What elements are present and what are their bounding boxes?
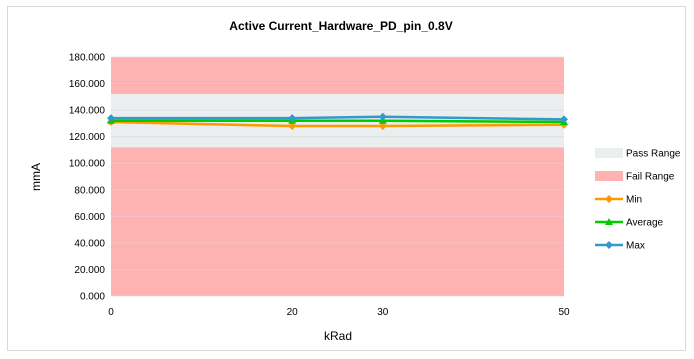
- fail-range-band-0: [111, 147, 564, 296]
- x-tick-labels: 0 20 30 50: [108, 307, 570, 318]
- y-tick-label: 140.000: [69, 106, 106, 117]
- max-point: [288, 114, 297, 123]
- legend-marker: [605, 241, 613, 249]
- chart-svg: Active Current_Hardware_PD_pin_0.8V 0.00…: [29, 19, 681, 343]
- legend-swatch: [595, 171, 623, 181]
- series-layer: [107, 112, 568, 131]
- y-tick-label: 180.000: [69, 53, 106, 64]
- y-tick-label: 120.000: [69, 132, 106, 143]
- x-axis-title: kRad: [324, 329, 352, 343]
- legend-label: Max: [626, 241, 645, 252]
- legend-item-max: Max: [595, 241, 645, 252]
- y-tick-label: 40.000: [74, 238, 105, 249]
- legend-label: Min: [626, 195, 642, 206]
- legend-marker: [605, 195, 613, 203]
- fail-range-band-1: [111, 57, 564, 95]
- x-tick-label: 50: [558, 307, 570, 318]
- x-tick-label: 0: [108, 307, 114, 318]
- x-tick-label: 20: [287, 307, 299, 318]
- legend-item-fail-range: Fail Range: [595, 171, 675, 183]
- y-tick-labels: 0.000 20.000 40.000 60.000 80.000 100.000 120.…: [69, 53, 106, 303]
- y-tick-label: 0.000: [80, 292, 105, 303]
- legend-item-pass-range: Pass Range: [595, 148, 681, 160]
- max-series-line: [111, 115, 565, 121]
- chart-frame: Active Current_Hardware_PD_pin_0.8V 0.00…: [7, 6, 686, 351]
- y-tick-label: 100.000: [69, 159, 106, 170]
- average-series-line: [111, 119, 565, 124]
- max-point: [107, 114, 115, 123]
- legend-label: Average: [626, 218, 664, 229]
- y-tick-label: 60.000: [74, 212, 105, 223]
- bands-layer: [111, 57, 564, 296]
- legend-item-average: Average: [595, 218, 664, 229]
- legend: Pass Range Fail Range Min Average Max: [595, 148, 681, 252]
- y-tick-label: 80.000: [74, 185, 105, 196]
- chart-title: Active Current_Hardware_PD_pin_0.8V: [229, 19, 452, 33]
- legend-item-min: Min: [595, 195, 642, 206]
- y-tick-label: 160.000: [69, 79, 106, 90]
- min-point: [378, 122, 387, 131]
- min-point: [288, 122, 297, 131]
- grid-layer: [111, 56, 564, 297]
- y-tick-label: 20.000: [74, 265, 105, 276]
- max-point: [560, 115, 568, 124]
- legend-marker: [605, 218, 613, 225]
- legend-swatch: [595, 148, 623, 158]
- x-tick-label: 30: [377, 307, 389, 318]
- legend-label: Pass Range: [626, 149, 681, 160]
- legend-label: Fail Range: [626, 172, 675, 183]
- y-axis-title: mmA: [29, 163, 43, 191]
- series-max: [107, 112, 568, 124]
- max-point: [378, 112, 387, 121]
- min-series-line: [110, 120, 565, 128]
